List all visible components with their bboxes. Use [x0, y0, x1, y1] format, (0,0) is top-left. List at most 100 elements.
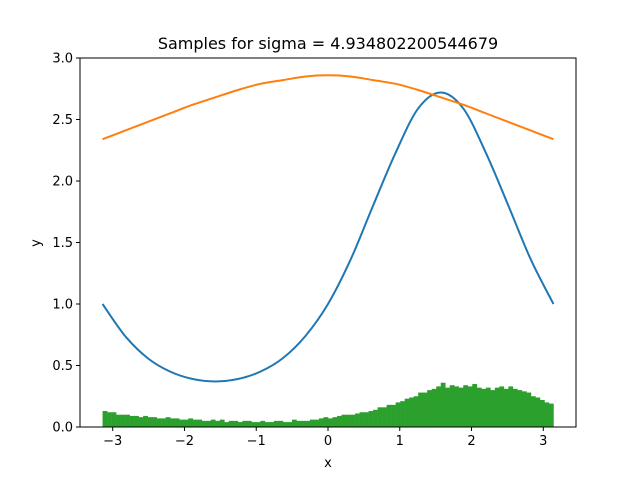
histogram-bar — [350, 414, 356, 427]
x-tick-label: 3 — [539, 434, 547, 449]
histogram-bar — [382, 407, 387, 427]
x-tick-label: −3 — [103, 434, 122, 449]
histogram-bar — [125, 414, 130, 427]
histogram-bar — [427, 390, 433, 427]
histogram-bar — [251, 422, 257, 427]
histogram-bar — [517, 390, 523, 427]
histogram-bar — [147, 417, 153, 427]
x-tick-label: 1 — [396, 434, 404, 449]
x-tick-label: 0 — [324, 434, 332, 449]
y-tick-label: 2.5 — [52, 113, 73, 128]
histogram-bar — [346, 414, 351, 427]
histogram-bar — [278, 420, 284, 427]
x-tick-label: −2 — [175, 434, 194, 449]
plot-area: −3 −2 −1 0 1 2 3 0.0 0.5 1.0 1.5 2.0 2.5 3.0 — [52, 52, 577, 449]
histogram-bar — [458, 387, 464, 427]
histogram-bar — [206, 420, 212, 427]
histogram-bar — [228, 420, 234, 427]
histogram-bar — [179, 419, 185, 427]
histogram-bar — [494, 387, 500, 427]
histogram-bar — [499, 386, 505, 427]
histogram-bar — [526, 392, 532, 427]
histogram-bar — [242, 420, 248, 427]
histogram-bar — [314, 419, 320, 427]
y-axis-label: y — [29, 239, 44, 247]
histogram-bar — [273, 420, 279, 427]
histogram-bar — [431, 388, 437, 427]
histogram-bar — [503, 388, 509, 427]
histogram-bar — [111, 412, 117, 427]
series-line-2 — [102, 74, 554, 141]
histogram-bar — [463, 385, 469, 427]
histogram-bar — [440, 382, 446, 427]
histogram-bar — [255, 422, 261, 427]
histogram-bar — [436, 386, 442, 427]
histogram-bar — [233, 420, 239, 427]
histogram-bar — [107, 412, 112, 427]
histogram-bar — [323, 417, 329, 427]
histogram-bar — [116, 414, 121, 427]
histogram-bar — [170, 418, 175, 427]
histogram-bar — [355, 413, 360, 427]
histogram-bar — [188, 418, 194, 427]
histogram-bar — [481, 388, 487, 427]
histogram-bar — [395, 402, 401, 427]
histogram-bar — [269, 422, 275, 427]
y-tick-label: 0.0 — [52, 421, 73, 436]
histogram-bar — [535, 397, 541, 427]
histogram-bar — [282, 422, 288, 427]
histogram-bar — [183, 419, 189, 427]
histogram-bar — [467, 386, 473, 427]
histogram-bar — [485, 387, 491, 427]
histogram-bar — [129, 415, 135, 427]
histogram-bar — [237, 422, 243, 427]
histogram-bar — [413, 396, 419, 427]
histogram-bar — [219, 419, 225, 427]
chart-title: Samples for sigma = 4.934802200544679 — [158, 34, 498, 53]
histogram-bar — [364, 412, 369, 427]
x-tick-label: −1 — [247, 434, 266, 449]
histogram-bar — [409, 397, 414, 427]
histogram-bar — [391, 404, 396, 427]
y-tick-label: 1.0 — [52, 298, 73, 313]
histogram-bar — [264, 422, 270, 427]
histogram-bar — [197, 419, 203, 427]
histogram-bar — [134, 415, 139, 427]
histogram-bar — [544, 402, 550, 427]
histogram-bar — [120, 414, 126, 427]
histogram-bar — [472, 383, 478, 427]
histogram-bar — [161, 418, 166, 427]
histogram-bar — [287, 422, 293, 427]
histogram-bar — [215, 420, 221, 427]
histogram-bar — [260, 420, 266, 427]
series-line-1 — [101, 91, 555, 383]
histogram-bar — [102, 411, 108, 427]
histogram-bar — [548, 403, 554, 427]
histogram-bar — [422, 392, 428, 427]
histogram-bar — [508, 386, 514, 427]
histogram-bar — [143, 415, 148, 427]
histogram-bar — [165, 417, 171, 427]
histogram-bar — [201, 420, 207, 427]
histogram-bar — [449, 385, 455, 427]
y-tick-label: 2.0 — [52, 175, 73, 190]
histogram-bar — [530, 396, 536, 427]
histogram-bar — [328, 418, 333, 427]
x-tick-label: 2 — [467, 434, 475, 449]
histogram-bar — [152, 417, 157, 427]
histogram-bar — [373, 409, 378, 427]
histogram-bar — [368, 411, 374, 427]
y-tick-label: 3.0 — [52, 52, 73, 67]
histogram-bar — [300, 420, 306, 427]
histogram-bar — [490, 390, 496, 427]
histogram-bar — [291, 419, 297, 427]
histogram-bar — [246, 420, 252, 427]
histogram-bar — [418, 392, 423, 427]
histogram-bar — [332, 417, 338, 427]
histogram-bar — [309, 419, 315, 427]
histogram-bar — [539, 399, 545, 427]
histogram-bar — [305, 420, 311, 427]
histogram-bar — [337, 415, 342, 427]
x-axis-label: x — [324, 456, 332, 471]
